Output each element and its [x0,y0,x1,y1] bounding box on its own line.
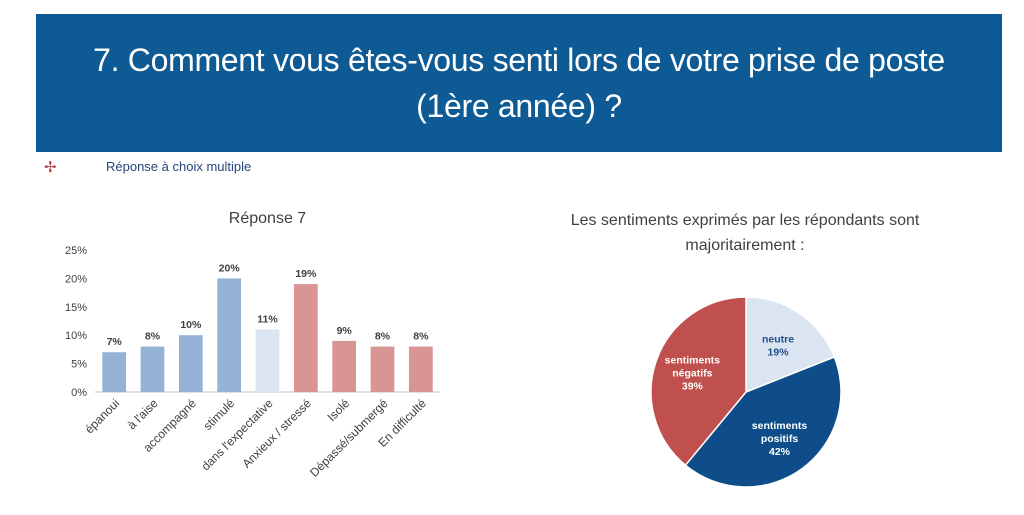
bar [255,329,280,392]
pie-slice-label: sentiments positifs 42% [752,420,808,458]
bar [293,284,318,392]
x-tick-label: épanoui [82,396,122,436]
bar-chart-title: Réponse 7 [229,210,306,227]
bar [408,346,433,392]
y-tick-label: 10% [65,330,87,342]
bar-value-label: 8% [145,331,161,343]
bar-value-label: 8% [413,331,429,343]
pie-slice [745,296,836,394]
x-tick-label: Anxieux / stressé [239,396,314,471]
y-tick-label: 5% [71,359,87,371]
bar-value-label: 19% [295,268,317,280]
bar [102,352,127,392]
pie-slice-label: neutre 19% [762,333,794,358]
bar [178,335,203,392]
bar-chart: Réponse 7 0% 5% 10% 15% 20% 25% 7% épanoui 8% à l'… [65,210,440,480]
y-tick-label: 25% [65,245,87,257]
subtitle: Réponse à choix multiple [106,159,252,174]
bullet-icon: ✢ [44,159,57,176]
bar [370,346,395,392]
pie-chart-title: Les sentiments exprimés par les répondan… [570,212,920,254]
bar-value-label: 11% [257,314,278,326]
x-tick-label: Isolé [324,396,352,424]
bar [332,340,357,392]
bar [140,346,165,392]
y-tick-label: 15% [65,302,87,314]
page-title: 7. Comment vous êtes-vous senti lors de … [93,42,945,124]
bar-value-label: 7% [107,336,123,348]
title-banner: 7. Comment vous êtes-vous senti lors de … [36,14,1002,152]
pie-slice [650,296,747,467]
y-tick-label: 0% [71,387,87,399]
y-tick-label: 20% [65,273,87,285]
bar-value-label: 8% [375,331,391,343]
bar-value-label: 10% [180,319,202,331]
pie-slice [684,356,842,488]
pie-chart: neutre 19% sentiments positifs 42% sentiments… [650,296,842,488]
pie-slice-label: sentiments négatifs 39% [665,355,721,393]
bar-value-label: 20% [219,262,241,274]
x-tick-label: à l'aise [125,396,161,432]
bar [217,278,242,392]
bar-value-label: 9% [337,325,353,337]
x-tick-label: stimulé [201,396,238,433]
